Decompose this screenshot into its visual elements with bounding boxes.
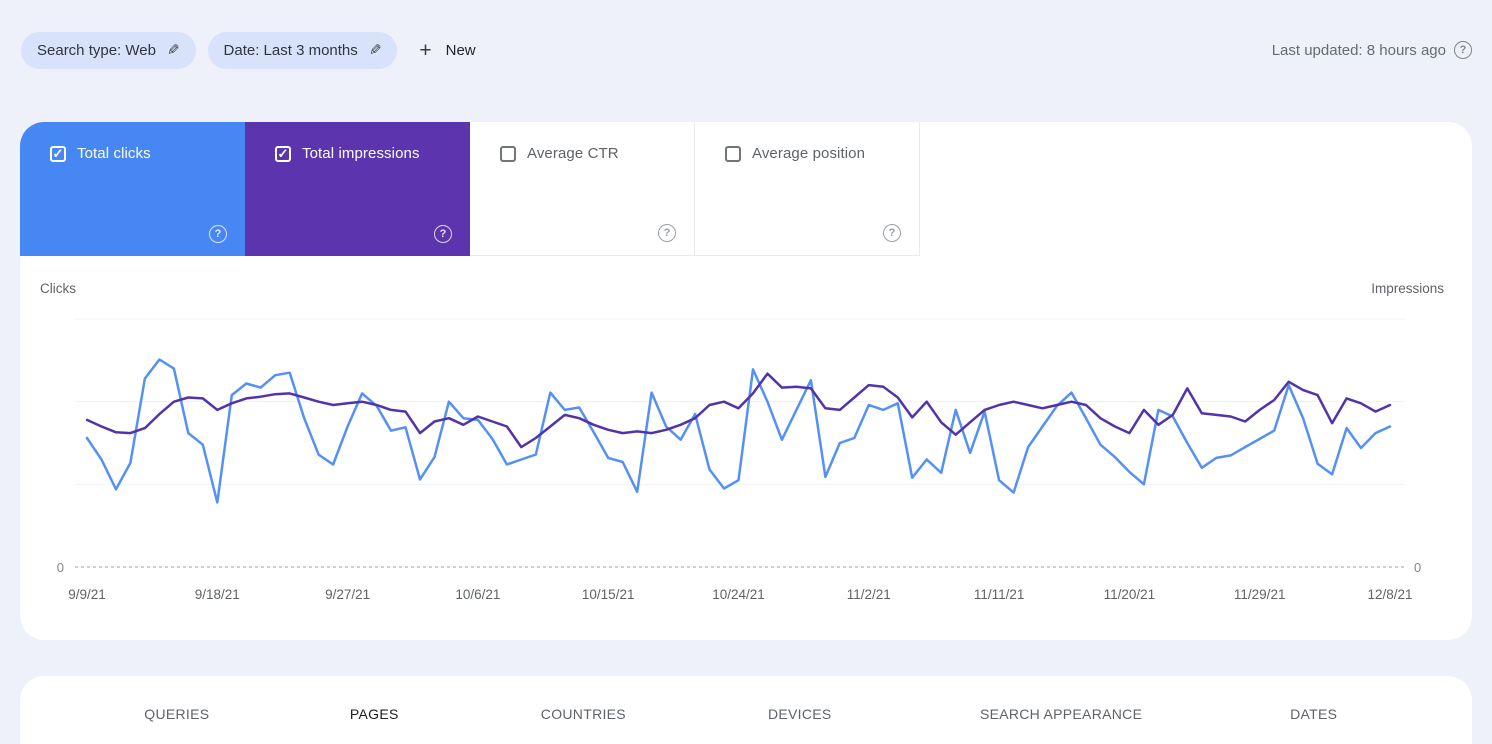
date-filter-chip[interactable]: Date: Last 3 months ✎ bbox=[207, 31, 398, 69]
search-type-chip-label: Search type: Web bbox=[37, 41, 156, 59]
x-tick-label: 11/29/21 bbox=[1234, 587, 1286, 602]
chart-left-axis-caption: Clicks bbox=[40, 281, 76, 296]
new-filter-button-label: New bbox=[445, 41, 476, 59]
metric-card-average-position[interactable]: Average position ? bbox=[695, 122, 920, 256]
card-label: Total impressions bbox=[302, 145, 420, 162]
series-total-clicks bbox=[85, 358, 1392, 504]
dimension-tabs-panel: QUERIES PAGES COUNTRIES DEVICES SEARCH A… bbox=[20, 676, 1472, 744]
checkbox-average-ctr[interactable] bbox=[500, 145, 516, 162]
tab-countries[interactable]: COUNTRIES bbox=[540, 706, 626, 722]
new-filter-button[interactable]: + New bbox=[419, 40, 475, 61]
last-updated-text: Last updated: 8 hours ago bbox=[1271, 41, 1446, 59]
search-type-chip[interactable]: Search type: Web ✎ bbox=[21, 31, 196, 69]
tab-devices[interactable]: DEVICES bbox=[767, 706, 832, 722]
checkbox-average-position[interactable] bbox=[725, 145, 741, 162]
help-icon[interactable]: ? bbox=[658, 224, 676, 242]
metric-cards-row: ✓ Total clicks ? ✓ Total impressions ? A… bbox=[20, 122, 1472, 256]
last-updated-status: Last updated: 8 hours ago ? bbox=[1272, 41, 1472, 59]
x-tick-label: 12/8/21 bbox=[1367, 587, 1412, 602]
card-label: Average CTR bbox=[527, 145, 619, 162]
help-icon[interactable]: ? bbox=[434, 225, 452, 243]
x-tick-label: 11/11/21 bbox=[974, 587, 1025, 602]
metric-card-total-clicks[interactable]: ✓ Total clicks ? bbox=[20, 122, 245, 256]
x-tick-label: 10/24/21 bbox=[712, 587, 765, 602]
tab-search-appearance[interactable]: SEARCH APPEARANCE bbox=[979, 706, 1143, 722]
help-icon[interactable]: ? bbox=[883, 224, 901, 242]
performance-panel: ✓ Total clicks ? ✓ Total impressions ? A… bbox=[20, 122, 1472, 640]
help-icon[interactable]: ? bbox=[1454, 41, 1472, 59]
edit-pencil-icon[interactable]: ✎ bbox=[368, 42, 382, 59]
edit-pencil-icon[interactable]: ✎ bbox=[166, 42, 180, 59]
x-tick-label: 10/6/21 bbox=[455, 587, 500, 602]
chart-canvas[interactable]: 0 0 9/9/21 9/18/21 9/27/21 10/6/21 10/15/21 10/… bbox=[20, 272, 1472, 612]
tab-queries[interactable]: QUERIES bbox=[144, 706, 210, 722]
card-label: Total clicks bbox=[77, 145, 151, 162]
series-total-impressions bbox=[85, 372, 1392, 449]
metric-card-total-impressions[interactable]: ✓ Total impressions ? bbox=[245, 122, 470, 256]
x-tick-label: 11/2/21 bbox=[847, 587, 891, 602]
tab-pages[interactable]: PAGES bbox=[349, 706, 399, 722]
chart-right-axis-caption: Impressions bbox=[1371, 281, 1444, 296]
x-tick-label: 9/9/21 bbox=[68, 587, 106, 602]
metric-card-average-ctr[interactable]: Average CTR ? bbox=[470, 122, 695, 256]
card-label: Average position bbox=[752, 145, 866, 162]
plus-icon: + bbox=[419, 38, 432, 62]
x-tick-label: 10/15/21 bbox=[582, 587, 635, 602]
help-icon[interactable]: ? bbox=[209, 225, 227, 243]
header-bar: Search type: Web ✎ Date: Last 3 months ✎… bbox=[0, 0, 1492, 80]
x-tick-label: 9/18/21 bbox=[195, 587, 240, 602]
x-tick-label: 9/27/21 bbox=[325, 587, 370, 602]
y-axis-zero-right: 0 bbox=[1414, 560, 1421, 575]
y-axis-zero-left: 0 bbox=[57, 560, 64, 575]
tab-dates[interactable]: DATES bbox=[1290, 706, 1338, 722]
date-filter-chip-label: Date: Last 3 months bbox=[223, 41, 358, 59]
checkbox-total-clicks[interactable]: ✓ bbox=[50, 145, 66, 162]
checkbox-total-impressions[interactable]: ✓ bbox=[275, 145, 291, 162]
x-tick-label: 11/20/21 bbox=[1104, 587, 1156, 602]
